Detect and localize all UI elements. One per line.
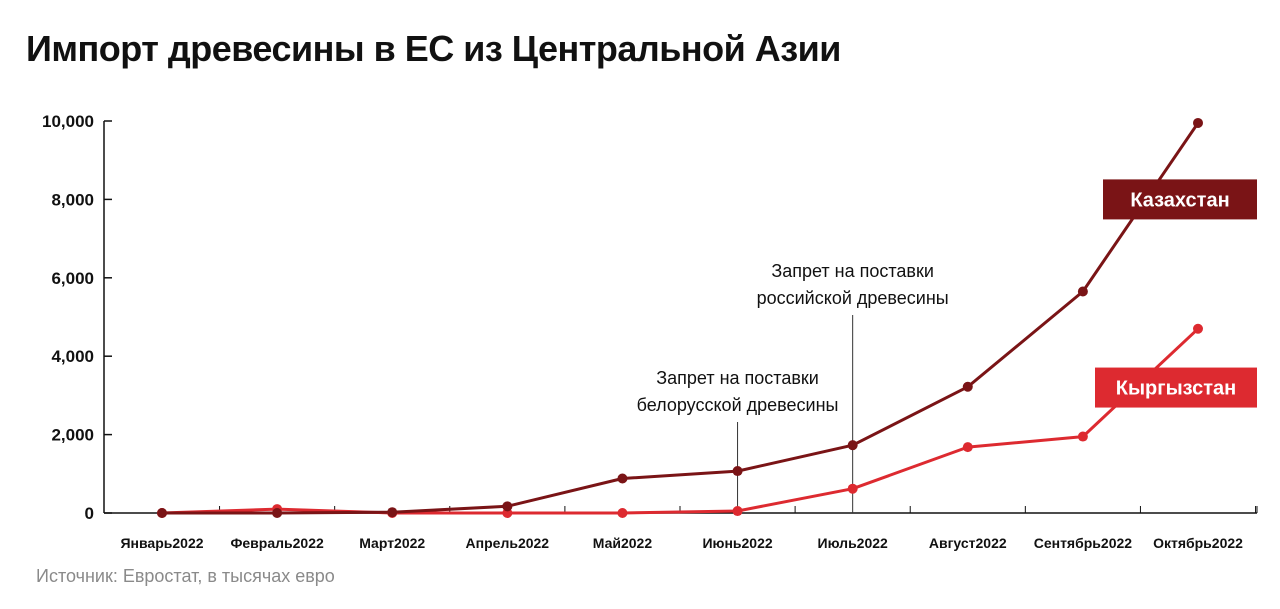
annotation-text: Запрет на поставки <box>771 261 934 281</box>
data-point <box>617 508 628 518</box>
series-label-box <box>1103 179 1257 220</box>
data-point <box>387 507 398 518</box>
annotation-text: белорусской древесины <box>637 395 839 415</box>
series-points <box>157 117 1203 518</box>
series-label-box <box>1095 367 1257 408</box>
data-point <box>1077 431 1088 442</box>
y-tick-label: 8,000 <box>51 190 94 209</box>
axes: 0 2,000 4,000 6,000 8,000 10,000 Январь2022 Фев… <box>42 112 1258 551</box>
annotation-text: российской древесины <box>757 288 949 308</box>
series-line-kyrgyzstan <box>161 327 1200 515</box>
x-tick-label: Апрель2022 <box>466 535 550 551</box>
data-point <box>502 501 513 512</box>
data-point <box>617 473 628 484</box>
data-point <box>962 442 973 453</box>
data-point <box>847 440 858 451</box>
x-tick-label: Август2022 <box>929 535 1007 551</box>
data-point <box>1193 323 1203 334</box>
x-tick-label: Июль2022 <box>818 535 889 551</box>
data-point <box>847 483 858 494</box>
series-lines <box>161 122 1200 515</box>
x-tick-label: Май2022 <box>593 535 653 551</box>
x-tick-label: Июнь2022 <box>702 535 772 551</box>
y-tick-label: 6,000 <box>51 269 94 288</box>
data-point <box>1077 286 1088 297</box>
annotation-text: Запрет на поставки <box>656 368 819 388</box>
series-label: Кыргызстан <box>1116 378 1236 400</box>
source-note: Источник: Евростат, в тысячах евро <box>36 566 335 586</box>
x-tick-label: Март2022 <box>359 535 425 551</box>
y-tick-label: 10,000 <box>42 112 94 131</box>
chart-title: Импорт древесины в ЕС из Центральной Ази… <box>26 28 841 69</box>
annotations: Запрет на поставки белорусской древесины З… <box>637 261 949 513</box>
y-tick-label: 4,000 <box>51 347 94 366</box>
series-line-kazakhstan <box>162 122 1200 515</box>
series-labels: Казахстан Кыргызстан <box>1095 179 1257 408</box>
data-point <box>157 508 167 518</box>
series-label: Казахстан <box>1130 189 1229 211</box>
data-point <box>1193 117 1203 128</box>
data-point <box>732 466 743 477</box>
y-tick-label: 2,000 <box>51 426 94 445</box>
data-point <box>272 508 283 518</box>
y-tick-label: 0 <box>85 504 94 523</box>
x-tick-label: Февраль2022 <box>230 535 324 551</box>
x-tick-label: Январь2022 <box>120 535 203 551</box>
data-point <box>732 506 743 517</box>
x-tick-label: Октябрь2022 <box>1153 535 1243 551</box>
x-tick-label: Сентябрь2022 <box>1034 535 1133 551</box>
data-point <box>962 381 973 392</box>
